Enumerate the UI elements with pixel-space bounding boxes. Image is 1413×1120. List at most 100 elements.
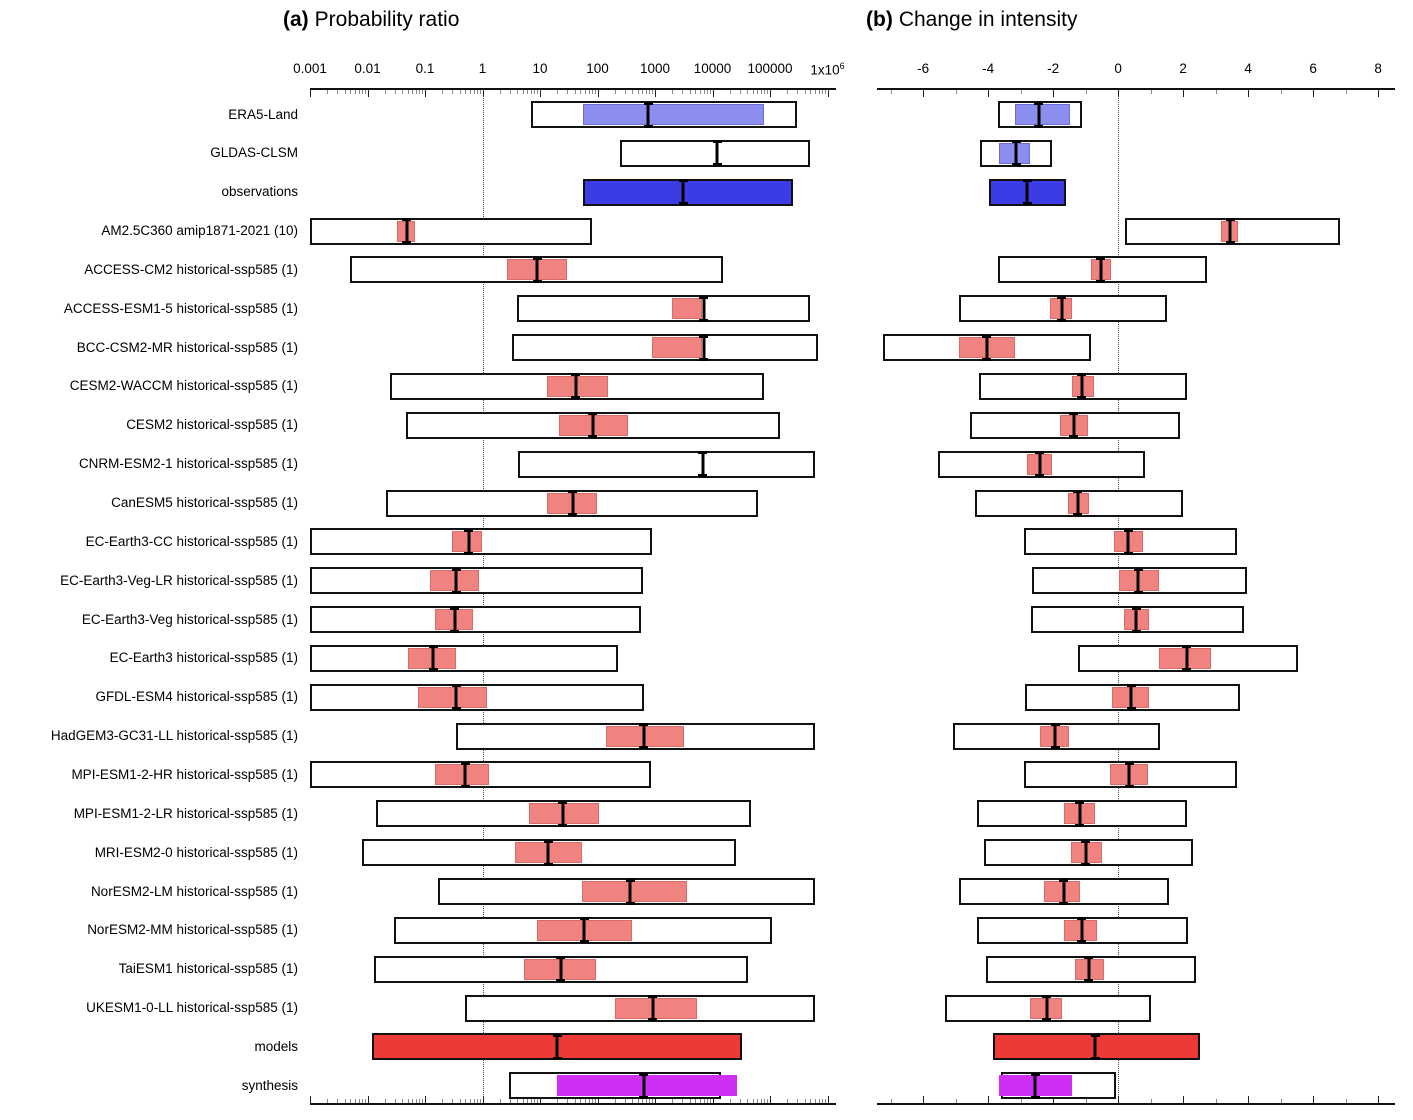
axis-tick-label: 0.01 <box>354 61 381 76</box>
axis-minor-tick <box>344 90 346 94</box>
axis-minor-tick <box>531 90 533 94</box>
axis-minor-tick <box>469 90 471 94</box>
panel-b-top-axis <box>877 88 1395 90</box>
axis-minor-tick <box>764 1099 766 1103</box>
axis-minor-tick <box>557 90 559 94</box>
axis-minor-tick <box>752 90 754 94</box>
axis-minor-tick <box>522 90 524 94</box>
axis-minor-tick <box>567 1099 569 1103</box>
best-estimate-tick <box>982 334 992 361</box>
axis-major-tick <box>923 1096 925 1103</box>
axis-tick-label: 6 <box>1309 61 1317 76</box>
axis-minor-tick <box>479 1099 481 1103</box>
axis-minor-tick <box>739 1099 741 1103</box>
row-likely-box <box>652 337 703 359</box>
best-estimate-tick <box>451 684 461 711</box>
axis-minor-tick <box>706 90 708 94</box>
row-range-box <box>517 295 811 323</box>
best-estimate-tick <box>464 528 474 555</box>
row-likely-box <box>582 104 764 125</box>
best-estimate-tick <box>460 761 470 788</box>
row-label: CanESM5 historical-ssp585 (1) <box>111 495 298 510</box>
axis-minor-tick <box>416 1099 418 1103</box>
row-label: UKESM1-0-LL historical-ssp585 (1) <box>86 1000 298 1016</box>
axis-minor-tick <box>642 1099 644 1103</box>
best-estimate-tick <box>1090 1033 1100 1060</box>
axis-minor-tick <box>588 1099 590 1103</box>
axis-minor-tick <box>580 90 582 94</box>
axis-minor-tick <box>747 1099 749 1103</box>
best-estimate-tick <box>1126 684 1136 711</box>
best-estimate-tick <box>1042 995 1052 1022</box>
best-estimate-tick <box>639 1072 649 1099</box>
axis-minor-tick <box>814 90 816 94</box>
axis-minor-tick <box>499 1099 501 1103</box>
axis-minor-tick <box>479 90 481 94</box>
axis-minor-tick <box>1345 90 1347 94</box>
row-label: EC-Earth3-Veg-LR historical-ssp585 (1) <box>60 572 298 588</box>
panel-b-title: (b) Change in intensity <box>866 8 1077 32</box>
row-range-box <box>310 644 619 672</box>
row-label: EC-Earth3-CC historical-ssp585 (1) <box>85 533 298 549</box>
axis-minor-tick <box>1020 1099 1022 1103</box>
axis-minor-tick <box>646 1099 648 1103</box>
axis-minor-tick <box>1345 1099 1347 1103</box>
panel-b-reference-line <box>1118 90 1119 1103</box>
axis-major-tick <box>540 90 541 97</box>
axis-minor-tick <box>354 90 356 94</box>
axis-major-tick <box>540 1096 541 1103</box>
axis-minor-tick <box>747 90 749 94</box>
best-estimate-tick <box>402 218 412 245</box>
best-estimate-tick <box>428 645 438 672</box>
axis-minor-tick <box>412 90 414 94</box>
axis-minor-tick <box>1085 1099 1087 1103</box>
axis-minor-tick <box>695 1099 697 1103</box>
best-estimate-tick <box>1050 723 1060 750</box>
axis-minor-tick <box>580 1099 582 1103</box>
panel-b-bottom-axis <box>877 1103 1395 1105</box>
row-label: AM2.5C360 amip1871-2021 (10) <box>101 223 298 239</box>
best-estimate-tick <box>543 839 553 866</box>
axis-minor-tick <box>955 1099 957 1103</box>
axis-minor-tick <box>361 90 363 94</box>
best-estimate-tick <box>648 995 658 1022</box>
axis-minor-tick <box>682 90 684 94</box>
axis-minor-tick <box>465 90 467 94</box>
axis-minor-tick <box>442 1099 444 1103</box>
best-estimate-tick <box>532 256 542 283</box>
axis-minor-tick <box>358 1099 360 1103</box>
axis-tick-label: 0 <box>1114 61 1122 76</box>
axis-minor-tick <box>527 1099 529 1103</box>
axis-minor-tick <box>469 1099 471 1103</box>
axis-minor-tick <box>699 90 701 94</box>
axis-major-tick <box>655 90 656 97</box>
axis-minor-tick <box>709 90 711 94</box>
axis-minor-tick <box>955 90 957 94</box>
best-estimate-tick <box>1123 528 1133 555</box>
axis-minor-tick <box>584 90 586 94</box>
row-label: synthesis <box>241 1077 298 1093</box>
best-estimate-tick <box>588 412 598 439</box>
axis-minor-tick <box>499 90 501 94</box>
axis-minor-tick <box>652 90 654 94</box>
row-likely-box <box>672 298 703 320</box>
axis-minor-tick <box>824 1099 826 1103</box>
axis-minor-tick <box>459 90 461 94</box>
axis-minor-tick <box>344 1099 346 1103</box>
best-estimate-tick <box>1069 412 1079 439</box>
axis-minor-tick <box>574 1099 576 1103</box>
axis-minor-tick <box>416 90 418 94</box>
axis-minor-tick <box>509 1099 511 1103</box>
axis-major-tick <box>988 1096 990 1103</box>
axis-minor-tick <box>591 1099 593 1103</box>
best-estimate-tick <box>1030 1072 1040 1099</box>
best-estimate-tick <box>1096 256 1106 283</box>
axis-minor-tick <box>729 90 731 94</box>
axis-minor-tick <box>804 1099 806 1103</box>
panel-a-label: (a) <box>283 8 309 31</box>
axis-major-tick <box>712 90 714 97</box>
axis-major-tick <box>367 1096 369 1103</box>
axis-major-tick <box>1313 90 1315 97</box>
axis-minor-tick <box>703 1099 705 1103</box>
row-label: EC-Earth3 historical-ssp585 (1) <box>109 650 298 666</box>
